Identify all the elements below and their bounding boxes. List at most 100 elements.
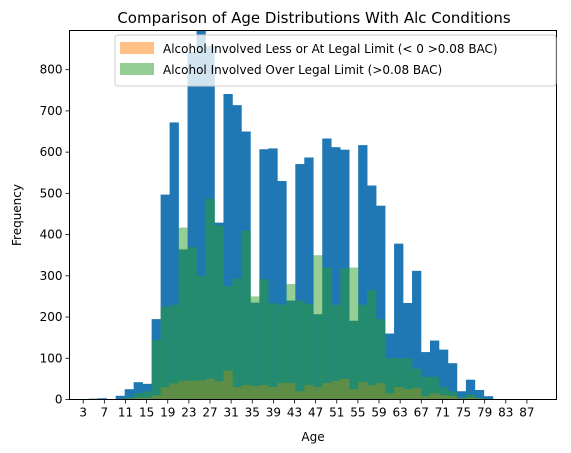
- x-tick-label: 35: [245, 406, 260, 420]
- x-tick-label: 43: [287, 406, 302, 420]
- bar-series-2: [313, 255, 323, 400]
- bar-series-0: [358, 145, 368, 400]
- bar-series-2: [196, 275, 206, 400]
- x-tick-label: 7: [101, 406, 109, 420]
- bar-series-0: [456, 391, 467, 400]
- legend-swatch-over-limit: [120, 63, 154, 75]
- x-tick-label: 39: [266, 406, 281, 420]
- x-tick-label: 59: [371, 406, 386, 420]
- y-tick-label: 500: [40, 186, 63, 200]
- bar-series-0: [169, 122, 179, 400]
- bar-series-2: [187, 246, 197, 400]
- bar-series-0: [232, 105, 242, 400]
- bar-series-0: [277, 180, 287, 400]
- bar-series-0: [124, 389, 134, 400]
- x-tick-label: 15: [139, 406, 154, 420]
- bar-series-2: [349, 267, 359, 400]
- x-tick-label: 3: [79, 406, 87, 420]
- bar-series-0: [133, 382, 143, 400]
- bar-series-2: [403, 358, 413, 400]
- bar-series-2: [259, 279, 269, 400]
- bar-series-0: [421, 352, 431, 400]
- bar-series-2: [438, 387, 449, 400]
- bar-series-2: [474, 397, 485, 400]
- bar-series-0: [376, 205, 386, 400]
- bar-series-0: [447, 363, 458, 400]
- bar-series-2: [358, 304, 368, 400]
- bar-series-0: [259, 149, 269, 400]
- x-tick-label: 51: [329, 406, 344, 420]
- bar-series-0: [438, 349, 449, 400]
- x-tick-label: 47: [308, 406, 323, 420]
- legend-label-over-limit: Alcohol Involved Over Legal Limit (>0.08…: [163, 63, 442, 77]
- bar-series-2: [268, 303, 278, 400]
- x-tick-label: 11: [118, 406, 133, 420]
- legend-frame: [114, 34, 557, 87]
- bar-series-0: [160, 194, 170, 400]
- bar-series-2: [133, 393, 143, 400]
- bar-series-0: [304, 157, 314, 400]
- y-tick-label: 600: [40, 145, 63, 159]
- bar-series-2: [223, 286, 233, 400]
- legend-label-less-limit: Alcohol Involved Less or At Legal Limit …: [163, 42, 498, 56]
- bar-series-2: [304, 303, 314, 400]
- bar-series-0: [403, 303, 413, 400]
- x-tick-label: 83: [498, 406, 513, 420]
- bar-series-2: [447, 391, 458, 400]
- x-tick-label: 23: [181, 406, 196, 420]
- bar-series-2: [465, 394, 476, 400]
- bar-series-2: [232, 278, 242, 400]
- x-tick-label: 63: [393, 406, 408, 420]
- bar-series-0: [268, 148, 278, 400]
- chart-title: Comparison of Age Distributions With Alc…: [117, 9, 511, 27]
- bar-series-0: [115, 395, 125, 400]
- x-tick-label: 75: [456, 406, 471, 420]
- y-tick-label: 200: [40, 310, 63, 324]
- bar-series-0: [412, 270, 422, 400]
- bar-series-2: [295, 300, 305, 400]
- bar-series-2: [277, 304, 287, 400]
- bar-series-2: [394, 358, 404, 400]
- bar-series-0: [474, 390, 485, 400]
- x-tick-label: 71: [435, 406, 450, 420]
- x-tick-label: 27: [202, 406, 217, 420]
- x-tick-label: 55: [350, 406, 365, 420]
- x-tick-label: 67: [414, 406, 429, 420]
- bar-series-2: [160, 306, 170, 400]
- bar-series-2: [250, 296, 260, 400]
- plot-frame: [69, 30, 557, 400]
- bar-series-2: [241, 230, 251, 400]
- bar-series-2: [214, 225, 224, 400]
- x-tick-label: 79: [477, 406, 492, 420]
- bar-series-2: [286, 284, 296, 400]
- y-tick-label: 400: [40, 228, 63, 242]
- bar-series-0: [394, 243, 404, 400]
- bars-group: [88, 30, 494, 400]
- bar-series-0: [483, 396, 494, 400]
- bar-series-2: [340, 268, 350, 400]
- bar-series-2: [412, 368, 422, 400]
- bar-series-2: [456, 397, 467, 400]
- y-tick-label: 800: [40, 63, 63, 77]
- bar-series-2: [385, 358, 395, 400]
- y-tick-label: 100: [40, 351, 63, 365]
- bar-series-2: [429, 376, 440, 400]
- bar-series-2: [331, 304, 341, 400]
- bar-series-0: [465, 379, 476, 400]
- legend: Alcohol Involved Less or At Legal Limit …: [114, 34, 557, 87]
- legend-swatch-less-limit: [120, 42, 154, 54]
- x-axis-ticks: 3 7 11 15 19 23 27 31 35 39 43 47 51 55 59 63 67 71 75 79 83…: [79, 399, 535, 420]
- bar-series-2: [142, 391, 152, 400]
- y-tick-label: 300: [40, 269, 63, 283]
- x-tick-label: 87: [519, 406, 534, 420]
- y-tick-label: 700: [40, 104, 63, 118]
- bar-series-2: [124, 397, 134, 400]
- y-axis-label: Frequency: [10, 184, 24, 246]
- bar-series-0: [196, 30, 206, 400]
- x-tick-label: 19: [160, 406, 175, 420]
- bar-series-0: [295, 164, 305, 400]
- bar-series-2: [367, 290, 377, 400]
- bar-series-2: [151, 339, 161, 400]
- x-axis-label: Age: [301, 430, 324, 444]
